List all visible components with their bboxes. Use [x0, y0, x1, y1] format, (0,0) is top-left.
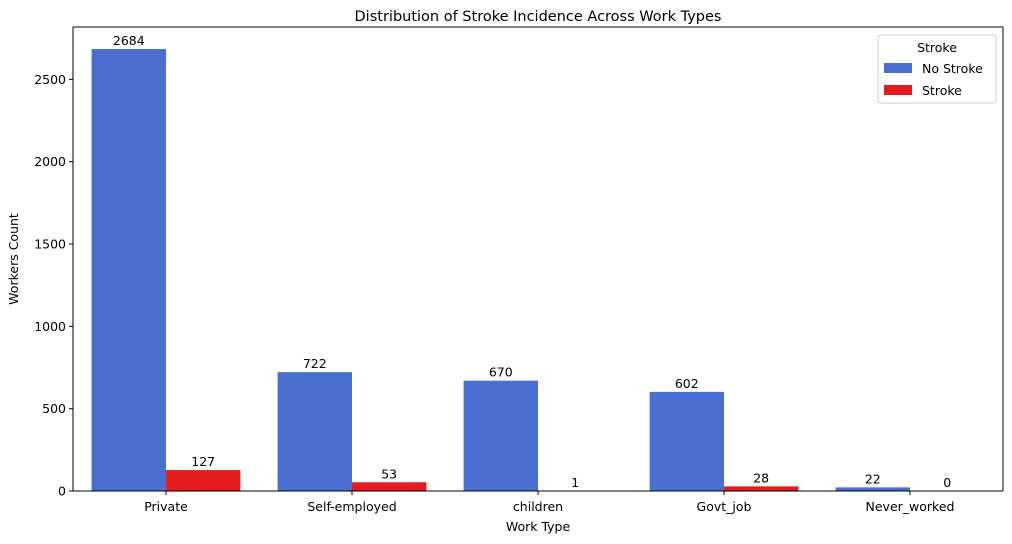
x-tick-label: Self-employed — [307, 499, 396, 514]
x-tick-label: Never_worked — [866, 499, 955, 514]
data-label: 0 — [943, 475, 951, 490]
data-label: 28 — [753, 470, 769, 485]
data-label: 53 — [381, 466, 397, 481]
bar-Never_worked-no-stroke — [835, 487, 910, 491]
y-tick-label: 2000 — [34, 154, 66, 169]
data-label: 22 — [865, 471, 881, 486]
y-axis-label: Workers Count — [6, 213, 21, 305]
bar-Self-employed-stroke — [352, 482, 427, 491]
legend: Stroke No Stroke Stroke — [877, 34, 997, 104]
legend-swatch — [884, 63, 912, 73]
y-tick-label: 2500 — [34, 72, 66, 87]
bar-Govt_job-stroke — [724, 486, 799, 491]
legend-title: Stroke — [917, 40, 957, 55]
x-axis: Private Self-employed children Govt_job Neve… — [144, 491, 954, 514]
y-axis: 0 500 1000 1500 2000 2500 — [34, 72, 73, 499]
data-label: 1 — [571, 475, 579, 490]
x-axis-label: Work Type — [506, 519, 571, 534]
bars-group — [91, 49, 910, 491]
legend-label: No Stroke — [922, 61, 983, 76]
chart-title: Distribution of Stroke Incidence Across … — [355, 9, 722, 25]
data-labels-group: 2684 127 722 53 670 1 602 28 22 0 — [113, 33, 951, 490]
y-tick-label: 0 — [58, 484, 66, 499]
legend-label: Stroke — [922, 83, 962, 98]
bar-Govt_job-no-stroke — [649, 391, 724, 491]
x-tick-label: Govt_job — [697, 499, 752, 514]
bar-Private-stroke — [166, 470, 241, 491]
bar-Self-employed-no-stroke — [277, 372, 352, 491]
y-tick-label: 1500 — [34, 237, 66, 252]
bar-Private-no-stroke — [91, 49, 166, 491]
data-label: 127 — [191, 454, 215, 469]
x-tick-label: children — [513, 499, 563, 514]
data-label: 602 — [675, 376, 699, 391]
legend-swatch — [884, 85, 912, 95]
x-tick-label: Private — [144, 499, 188, 514]
y-tick-label: 500 — [42, 401, 66, 416]
data-label: 722 — [303, 356, 327, 371]
data-label: 670 — [489, 365, 513, 380]
bar-children-no-stroke — [463, 380, 538, 491]
y-tick-label: 1000 — [34, 319, 66, 334]
data-label: 2684 — [113, 33, 145, 48]
